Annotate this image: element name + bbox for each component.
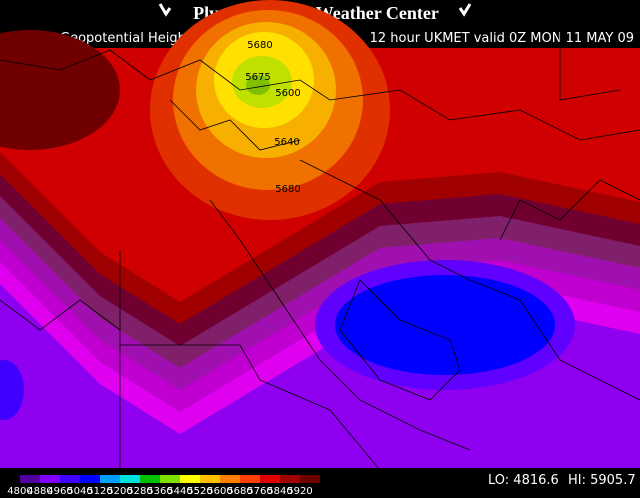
colorbar-swatch	[40, 475, 60, 483]
colorbar-label: 4960	[47, 486, 72, 497]
logo	[158, 3, 472, 17]
colorbar-label: 5760	[247, 486, 272, 497]
colorbar-label: 5280	[127, 486, 152, 497]
colorbar-swatch	[60, 475, 80, 483]
colorbar-swatch	[260, 475, 280, 483]
contour-label: 5680	[247, 40, 272, 51]
height-field	[0, 0, 640, 468]
colorbar-label: 5200	[107, 486, 132, 497]
colorbar-swatch	[180, 475, 200, 483]
colorbar-label: 5040	[67, 486, 92, 497]
height-band	[246, 75, 270, 95]
colorbar-label: 5920	[287, 486, 312, 497]
colorbar: 4800488049605040512052005280536054405520…	[7, 475, 320, 497]
colorbar-label: 5600	[207, 486, 232, 497]
colorbar-label: 5680	[227, 486, 252, 497]
contour-label: 5675	[245, 72, 270, 83]
colorbar-swatch	[300, 475, 320, 483]
colorbar-label: 5360	[147, 486, 172, 497]
contour-label: 5680	[275, 184, 300, 195]
low-value: LO: 4816.6	[488, 473, 559, 488]
colorbar-swatch	[80, 475, 100, 483]
colorbar-swatch	[160, 475, 180, 483]
colorbar-label: 5440	[167, 486, 192, 497]
contour-label: 5640	[274, 137, 299, 148]
colorbar-swatch	[20, 475, 40, 483]
colorbar-swatch	[200, 475, 220, 483]
height-band	[0, 360, 24, 420]
contour-labels: 5680 5675 5600 5640 5680	[245, 40, 300, 195]
colorbar-swatch	[140, 475, 160, 483]
colorbar-swatch	[120, 475, 140, 483]
colorbar-label: 5520	[187, 486, 212, 497]
colorbar-label: 4880	[27, 486, 52, 497]
height-band	[0, 30, 120, 150]
colorbar-swatch	[240, 475, 260, 483]
colorbar-swatch	[280, 475, 300, 483]
colorbar-label: 4800	[7, 486, 32, 497]
high-value: HI: 5905.7	[568, 473, 636, 488]
contour-label: 5600	[275, 88, 300, 99]
borders	[0, 20, 640, 471]
valid-time: 12 hour UKMET valid 0Z MON 11 MAY 09	[370, 31, 634, 46]
height-band	[335, 275, 555, 375]
colorbar-label: 5120	[87, 486, 112, 497]
colorbar-label: 5840	[267, 486, 292, 497]
colorbar-swatch	[220, 475, 240, 483]
colorbar-swatch	[100, 475, 120, 483]
